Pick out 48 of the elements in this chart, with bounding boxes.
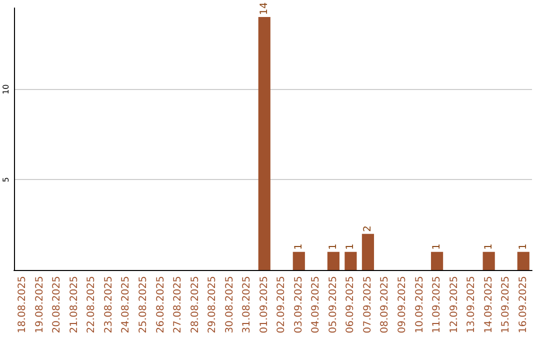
x-tick-label: 14.09.2025	[483, 276, 494, 334]
x-tick-label: 23.08.2025	[103, 276, 114, 334]
y-tick-label: 10	[2, 84, 10, 94]
y-tick-label: 5	[2, 177, 10, 182]
bar	[258, 17, 270, 270]
x-tick-label: 07.09.2025	[362, 276, 374, 334]
bar	[292, 252, 305, 270]
x-tick-label: 26.08.2025	[155, 276, 166, 334]
data-label: 1	[293, 244, 304, 250]
x-tick-label: 28.08.2025	[190, 276, 201, 334]
data-label: 1	[483, 244, 494, 250]
x-tick-label: 21.08.2025	[68, 276, 80, 334]
x-tick-label: 22.08.2025	[86, 276, 98, 334]
bar	[344, 252, 357, 270]
x-tick-label: 12.09.2025	[448, 276, 460, 334]
x-tick-label: 05.09.2025	[328, 276, 339, 334]
x-tick-label: 18.08.2025	[17, 276, 28, 334]
bar	[362, 234, 374, 270]
data-label: 1	[345, 244, 356, 250]
x-tick-label: 29.08.2025	[207, 276, 218, 334]
x-tick-label: 03.09.2025	[293, 276, 304, 334]
data-label: 2	[362, 225, 374, 232]
x-tick-label: 11.09.2025	[432, 276, 443, 334]
x-tick-label: 19.08.2025	[34, 276, 46, 334]
x-tick-label: 13.09.2025	[466, 276, 478, 334]
x-tick-label: 20.08.2025	[52, 276, 63, 334]
x-tick-label: 15.09.2025	[500, 276, 512, 334]
x-tick-label: 09.09.2025	[397, 276, 408, 334]
bar	[517, 252, 530, 270]
x-tick-label: 01.09.2025	[258, 276, 270, 334]
x-tick-label: 25.08.2025	[138, 276, 149, 334]
x-tick-label: 10.09.2025	[414, 276, 426, 334]
bar	[327, 252, 340, 270]
x-tick-label: 24.08.2025	[120, 276, 132, 334]
bar	[430, 252, 444, 270]
x-tick-label: 08.09.2025	[380, 276, 391, 334]
x-tick-label: 30.08.2025	[224, 276, 236, 334]
data-label: 1	[432, 244, 443, 250]
bar	[482, 252, 495, 270]
data-label: 1	[518, 244, 529, 250]
x-tick-label: 27.08.2025	[172, 276, 184, 334]
data-label: 1	[328, 244, 339, 250]
x-tick-label: 04.09.2025	[310, 276, 322, 334]
x-tick-label: 06.09.2025	[345, 276, 356, 334]
x-tick-label: 16.09.2025	[518, 276, 529, 334]
x-tick-label: 31.08.2025	[242, 276, 253, 334]
x-tick-label: 02.09.2025	[276, 276, 288, 334]
data-label: 14	[258, 2, 270, 16]
